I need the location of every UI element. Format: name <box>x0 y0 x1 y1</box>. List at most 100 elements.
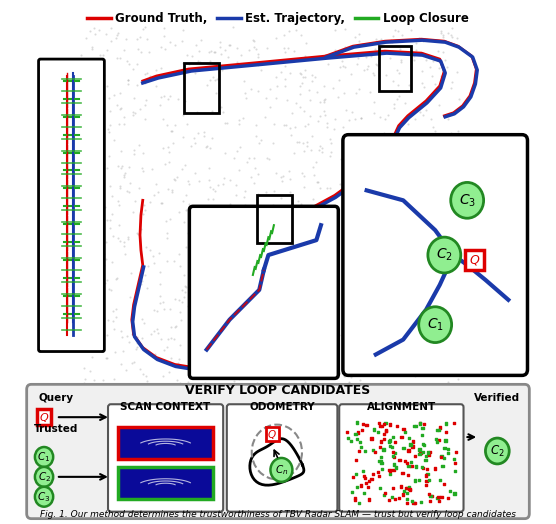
Point <box>443 63 452 72</box>
Point <box>405 434 414 443</box>
Point <box>129 358 138 366</box>
Point <box>209 264 218 272</box>
Point <box>278 248 287 257</box>
Point <box>99 237 108 245</box>
Point <box>170 175 179 183</box>
Point <box>436 476 445 484</box>
Point <box>418 423 427 432</box>
Point <box>398 30 407 39</box>
Point <box>254 52 263 61</box>
Point <box>187 275 196 283</box>
Point <box>153 188 162 196</box>
Point <box>107 258 116 266</box>
Point <box>404 81 413 90</box>
Point <box>236 237 245 246</box>
Point <box>438 283 446 292</box>
Point <box>342 168 351 176</box>
Point <box>175 208 184 216</box>
Point <box>80 320 88 328</box>
Point <box>416 449 425 457</box>
Point <box>156 292 165 300</box>
Point <box>224 204 233 213</box>
Point <box>406 224 415 233</box>
Point <box>265 84 274 93</box>
Point <box>385 436 394 445</box>
Point <box>184 180 193 188</box>
Point <box>283 269 292 278</box>
Point <box>192 41 201 49</box>
Point <box>377 459 386 467</box>
Point <box>365 173 374 181</box>
Point <box>250 43 259 51</box>
Circle shape <box>35 487 53 507</box>
Point <box>287 108 296 117</box>
Point <box>250 154 259 162</box>
Point <box>214 242 222 250</box>
Point <box>401 267 410 275</box>
Point <box>317 144 326 152</box>
Point <box>100 279 109 288</box>
Point <box>447 33 456 41</box>
Point <box>100 159 108 168</box>
Point <box>284 364 292 373</box>
Point <box>445 255 454 264</box>
Point <box>454 255 463 264</box>
Point <box>389 433 398 441</box>
Circle shape <box>270 458 292 482</box>
Point <box>164 335 173 343</box>
Point <box>440 319 449 327</box>
Point <box>193 226 202 235</box>
Point <box>96 237 105 246</box>
Point <box>219 108 227 116</box>
Point <box>179 218 188 226</box>
Point <box>326 148 335 156</box>
Point <box>142 69 151 78</box>
Point <box>103 316 112 324</box>
Point <box>389 77 398 85</box>
Point <box>176 341 185 349</box>
Point <box>85 367 94 375</box>
Point <box>423 51 431 59</box>
Point <box>428 492 436 500</box>
Point <box>434 231 443 239</box>
Point <box>340 235 349 243</box>
Point <box>404 462 413 471</box>
Point <box>110 136 118 145</box>
Point <box>386 203 395 212</box>
Point <box>389 447 398 456</box>
Point <box>271 169 280 178</box>
Point <box>422 151 431 159</box>
Circle shape <box>485 438 509 464</box>
Point <box>151 66 160 74</box>
Point <box>415 419 424 428</box>
Point <box>369 309 378 317</box>
Point <box>188 51 197 60</box>
Point <box>418 99 427 107</box>
Point <box>194 337 203 346</box>
Point <box>225 41 234 49</box>
Point <box>218 66 227 74</box>
Point <box>307 71 316 79</box>
Point <box>333 51 342 59</box>
Point <box>378 422 386 430</box>
Point <box>386 223 395 232</box>
Point <box>369 446 378 454</box>
Text: $Q$: $Q$ <box>267 428 277 441</box>
Point <box>272 261 281 270</box>
Point <box>373 275 381 283</box>
Point <box>315 351 324 359</box>
Point <box>155 101 164 109</box>
Point <box>423 324 432 333</box>
Point <box>116 237 125 246</box>
Point <box>215 250 224 258</box>
Point <box>435 64 444 72</box>
Point <box>405 486 414 494</box>
Point <box>265 217 274 225</box>
Point <box>450 419 459 427</box>
Point <box>92 310 101 318</box>
Point <box>420 420 429 429</box>
Point <box>308 370 317 378</box>
Point <box>225 41 234 49</box>
Point <box>183 177 192 185</box>
Point <box>383 279 392 288</box>
